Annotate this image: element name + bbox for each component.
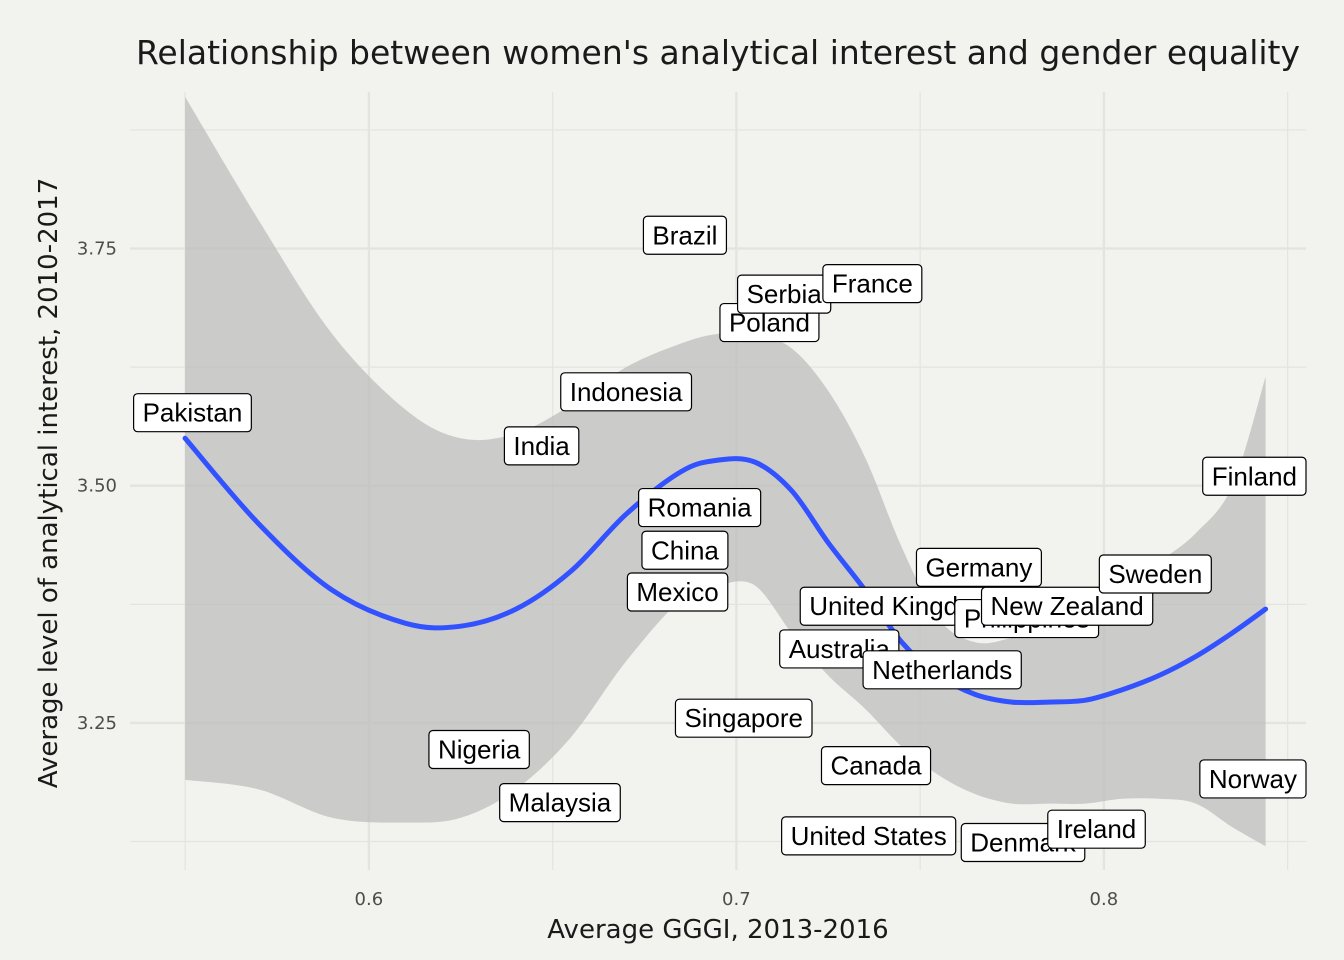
point-label-text: France [832, 269, 913, 299]
point-label-text: Romania [648, 493, 753, 523]
point-label: Germany [915, 547, 1042, 587]
y-tick-label: 3.50 [77, 476, 117, 497]
point-label: Norway [1199, 759, 1307, 799]
point-label-text: Brazil [652, 220, 717, 250]
x-tick-label: 0.6 [355, 889, 384, 910]
point-label-box [626, 572, 729, 612]
point-label: Netherlands [862, 650, 1022, 690]
point-label-box [1047, 809, 1146, 849]
y-axis-title: Average level of analytical interest, 20… [34, 178, 64, 789]
point-label-box [915, 547, 1042, 587]
point-label-box [503, 426, 580, 466]
point-label-box [822, 264, 923, 304]
point-label-box [133, 393, 252, 433]
point-label: Romania [637, 487, 762, 528]
point-label-text: Pakistan [143, 398, 243, 428]
chart-title: Relationship between women's analytical … [136, 33, 1300, 72]
point-label-box [674, 698, 813, 738]
point-label: Canada [820, 746, 932, 786]
point-label: Finland [1202, 456, 1307, 496]
point-label-text: Sweden [1108, 559, 1202, 589]
point-label-box [428, 729, 530, 770]
y-tick-label: 3.25 [77, 713, 117, 734]
point-label: New Zealand [980, 586, 1154, 626]
point-labels: Pakistan Nigeria India Malaysia Indonesia Bra… [133, 215, 1307, 863]
point-label-text: Singapore [684, 703, 803, 733]
point-label: Pakistan [133, 393, 252, 433]
point-label-text: Finland [1212, 461, 1297, 491]
point-label: Malaysia [499, 783, 621, 823]
point-label-text: Indonesia [570, 377, 683, 407]
point-label-box [560, 372, 693, 412]
point-label-box [1199, 759, 1307, 799]
point-label-text: Canada [830, 751, 922, 781]
smooth-line [182, 435, 1269, 706]
point-label: Ireland [1047, 809, 1146, 849]
point-label: France [822, 264, 923, 304]
point-label-box [1098, 554, 1212, 594]
x-tick-label: 0.8 [1090, 889, 1119, 910]
point-label-text: India [513, 431, 570, 461]
point-label-box [499, 783, 621, 823]
point-label-text: Malaysia [509, 788, 612, 818]
x-axis-title: Average GGGI, 2013-2016 [547, 915, 888, 945]
point-label-text: United States [791, 821, 947, 851]
point-label: Brazil [642, 215, 728, 255]
point-label-text: New Zealand [991, 591, 1144, 621]
point-label-box [980, 586, 1154, 626]
point-label: Sweden [1098, 554, 1212, 594]
y-tick-label: 3.75 [77, 239, 117, 260]
point-label-text: Serbia [747, 279, 823, 309]
point-label: India [503, 426, 580, 466]
tick-labels: 0.6 0.7 0.8 3.25 3.50 3.75 [77, 239, 1118, 910]
point-label-box [1202, 456, 1307, 496]
point-label-text: Nigeria [438, 735, 521, 765]
point-label-box [820, 746, 932, 786]
point-label-text: Germany [925, 552, 1032, 582]
point-label: Serbia [736, 274, 832, 314]
point-label-text: China [651, 535, 719, 565]
point-label-box [781, 816, 957, 856]
x-tick-label: 0.7 [722, 889, 751, 910]
point-label: Singapore [674, 698, 813, 738]
point-label-text: Ireland [1057, 814, 1137, 844]
point-label: United States [781, 816, 957, 856]
point-label: Mexico [626, 572, 729, 612]
point-label: Indonesia [560, 372, 693, 412]
point-label-box [862, 650, 1022, 690]
point-label-text: Netherlands [872, 655, 1012, 685]
smooth-line-layer [182, 435, 1269, 706]
point-label: China [641, 530, 729, 570]
point-label-text: Mexico [636, 577, 718, 607]
point-label-box [641, 530, 729, 570]
point-label-text: Norway [1209, 764, 1297, 794]
point-label-box [637, 487, 762, 528]
point-label-box [642, 215, 728, 255]
point-label: Nigeria [428, 729, 530, 770]
